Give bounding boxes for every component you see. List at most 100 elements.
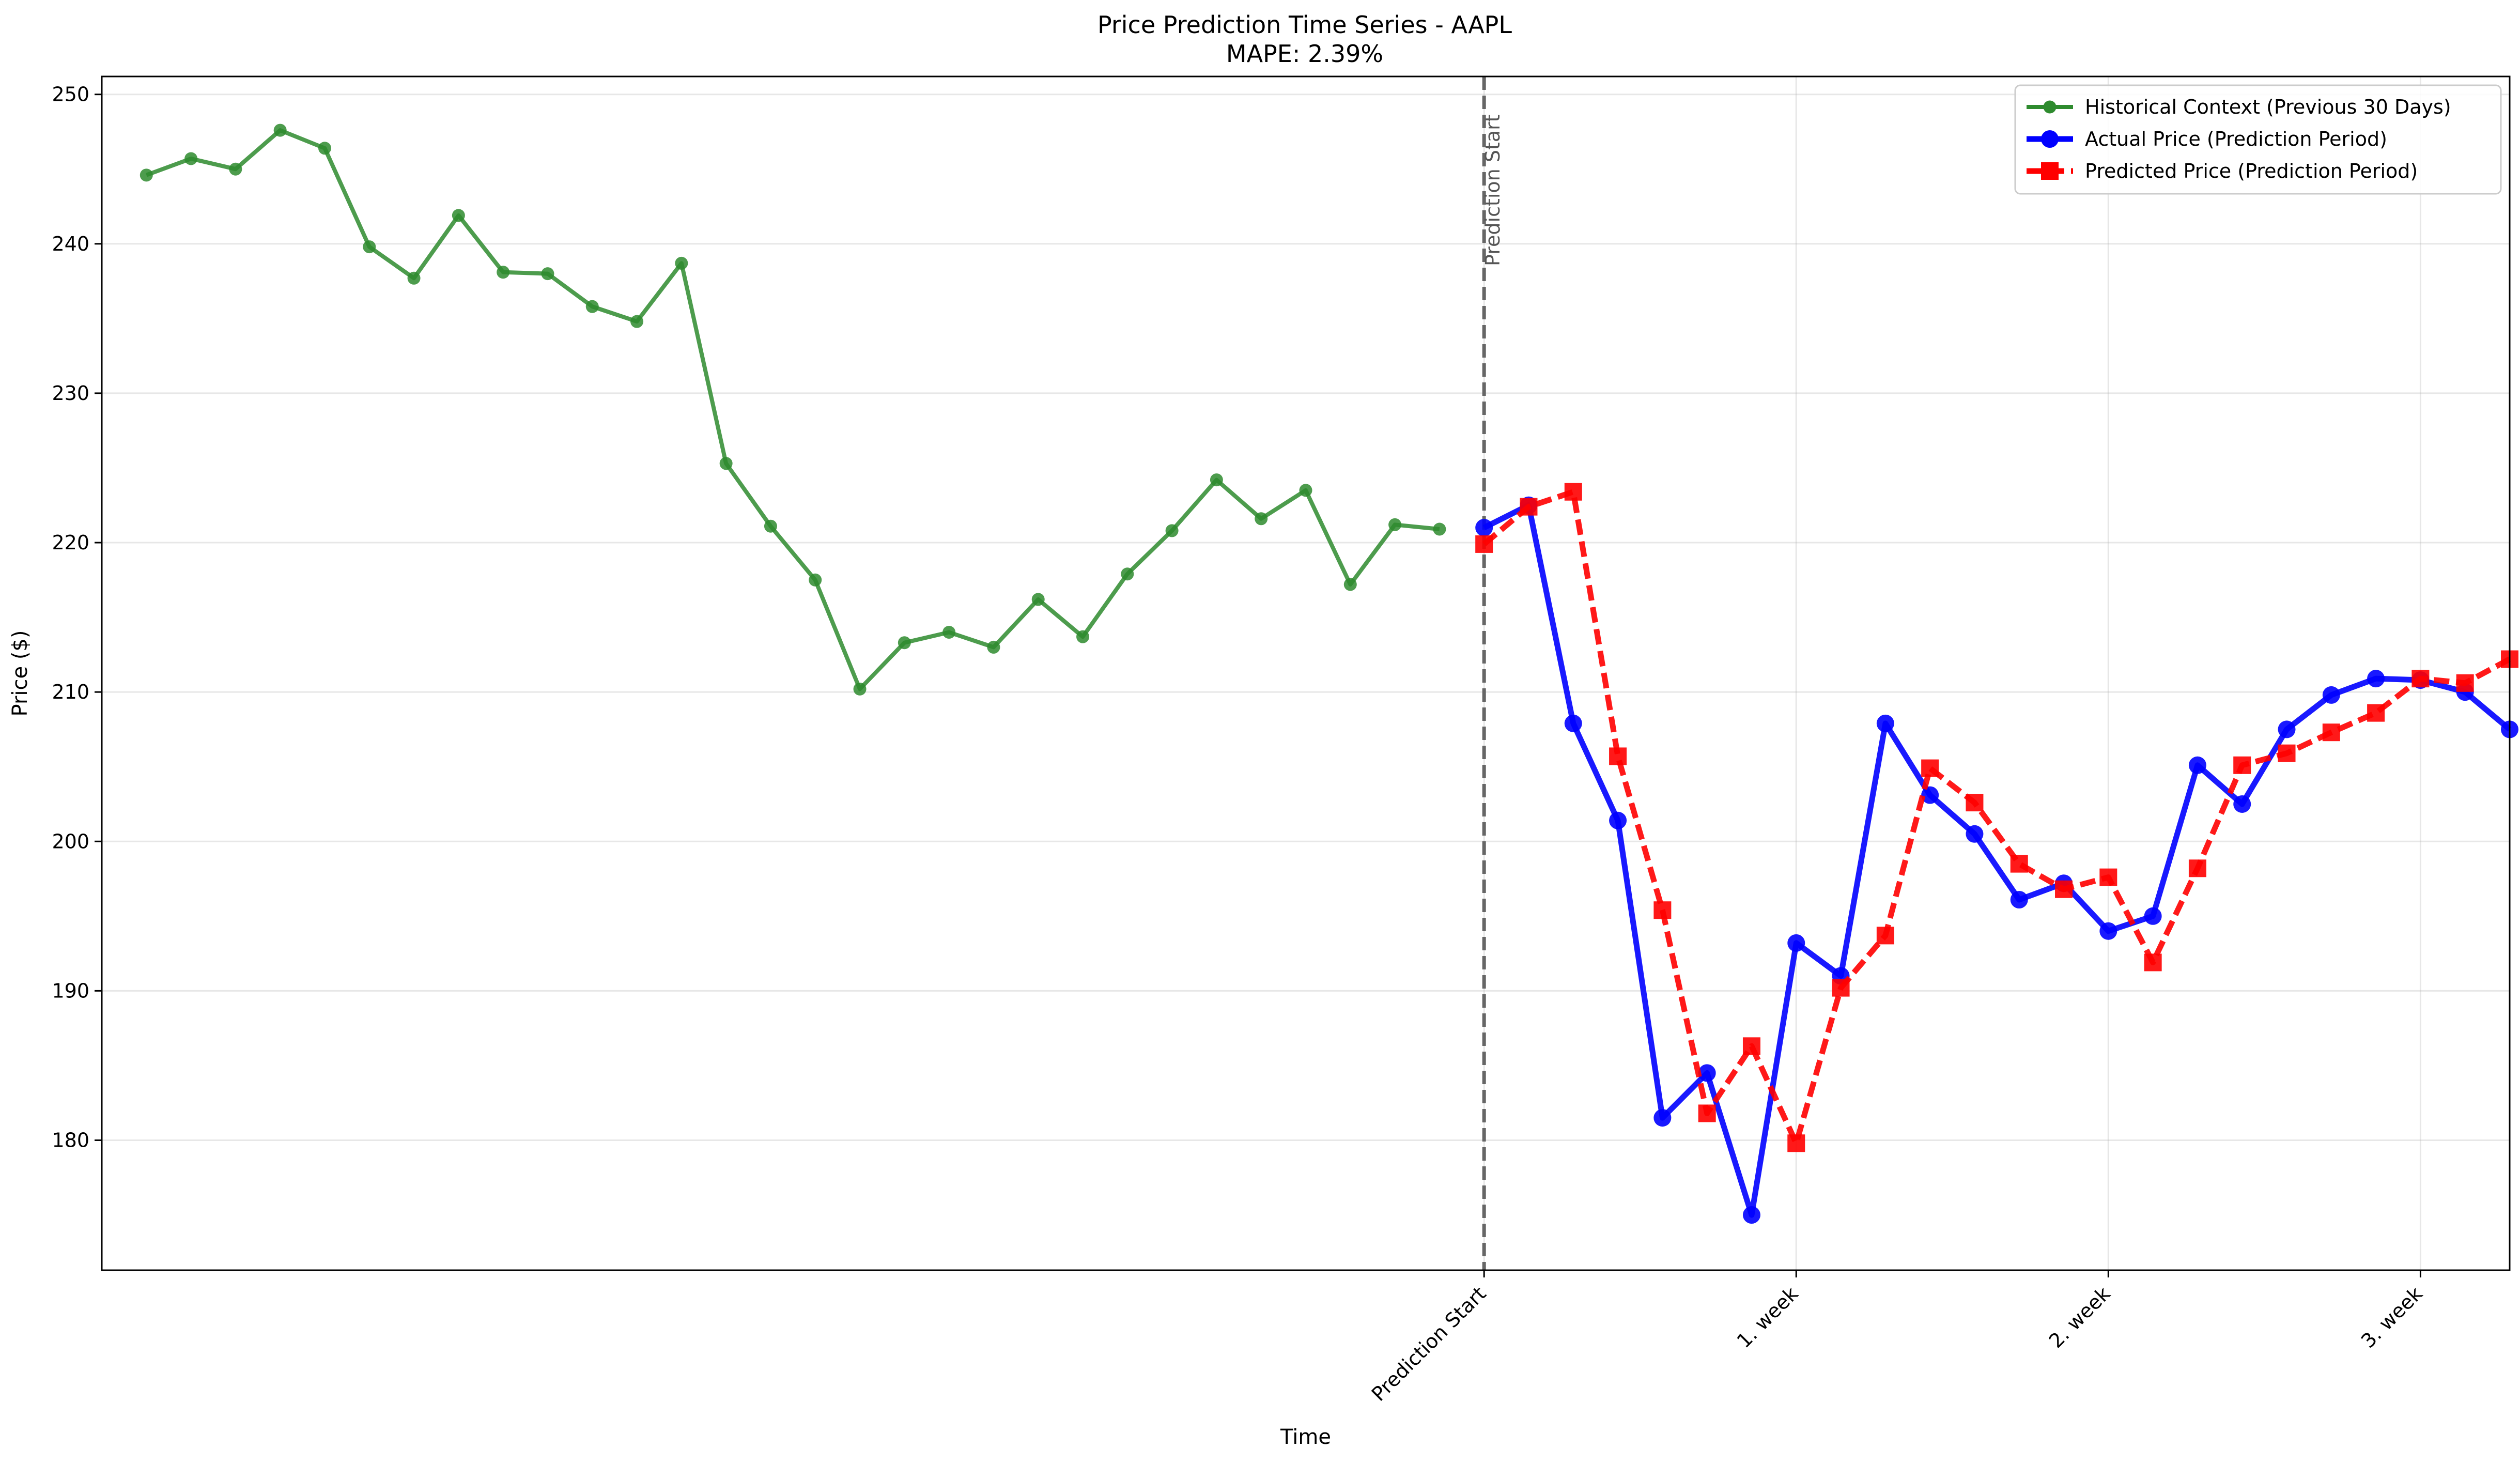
data-point [2322, 723, 2340, 742]
data-point [853, 682, 867, 696]
data-point [2367, 670, 2385, 688]
data-point [1475, 535, 1493, 553]
data-point [1388, 518, 1402, 531]
data-point [1876, 714, 1894, 732]
data-point [1255, 512, 1268, 526]
y-tick-label: 230 [52, 382, 89, 405]
data-point [2278, 744, 2296, 762]
data-point [2233, 756, 2251, 774]
y-tick-label: 190 [52, 979, 89, 1002]
y-tick-label: 220 [52, 531, 89, 554]
series-1 [140, 124, 1446, 696]
data-point [1121, 567, 1134, 581]
data-point [1742, 1037, 1760, 1055]
data-point [1787, 934, 1805, 952]
y-tick-label: 200 [52, 830, 89, 853]
data-point [318, 142, 331, 155]
prediction-start-marker: Prediction Start [1481, 76, 1504, 1270]
data-point [452, 209, 465, 222]
data-point [2144, 953, 2162, 972]
data-point [2188, 859, 2206, 877]
chart-title: Price Prediction Time Series - AAPL [1097, 11, 1512, 39]
data-point [1564, 483, 1582, 501]
data-point [2144, 907, 2162, 925]
data-point [2278, 720, 2296, 738]
series-line [145, 128, 1440, 691]
legend-label: Predicted Price (Prediction Period) [2085, 160, 2418, 182]
data-point [2411, 670, 2430, 688]
y-tick-label: 250 [52, 83, 89, 106]
data-point [1343, 578, 1357, 591]
data-point [2099, 922, 2117, 940]
data-point [1520, 498, 1538, 516]
legend-marker [2041, 162, 2059, 180]
data-point [585, 300, 599, 313]
data-point [1475, 519, 1493, 537]
legend-box [2014, 84, 2502, 195]
grid [102, 76, 2510, 1270]
data-point [1787, 1134, 1805, 1152]
data-point [1653, 901, 1672, 919]
data-point [2456, 674, 2474, 692]
data-point [719, 457, 733, 470]
y-tick-label: 180 [52, 1129, 89, 1151]
x-axis-label: Time [1280, 1425, 1331, 1449]
data-point [2233, 795, 2251, 813]
data-point [1832, 979, 1850, 997]
data-point [2188, 756, 2206, 774]
data-point [184, 152, 198, 165]
data-point [1966, 794, 1984, 812]
prediction-start-annotation: Prediction Start [1481, 114, 1504, 266]
y-tick-label: 210 [52, 681, 89, 703]
legend-item: Predicted Price (Prediction Period) [2027, 160, 2418, 182]
data-point [1742, 1206, 1760, 1224]
data-point [675, 256, 688, 270]
legend-label: Actual Price (Prediction Period) [2085, 128, 2387, 150]
y-axis: 180 190 200 210 220 230 240 250 [52, 83, 102, 1151]
data-point [1966, 825, 1984, 843]
data-point [1921, 786, 1939, 804]
data-point [363, 240, 376, 254]
data-point [898, 636, 911, 650]
data-point [1921, 759, 1939, 777]
legend-marker [2041, 130, 2059, 148]
data-point [541, 267, 554, 281]
data-point [987, 640, 1000, 654]
plot-frame [101, 75, 2511, 1271]
data-point [1076, 630, 1090, 643]
legend-label: Historical Context (Previous 30 Days) [2085, 96, 2451, 118]
data-point [229, 162, 242, 176]
data-point [2099, 868, 2117, 886]
data-point [1433, 522, 1446, 536]
data-point [273, 124, 287, 137]
data-point [1210, 473, 1223, 487]
data-point [942, 625, 956, 639]
legend-item: Actual Price (Prediction Period) [2027, 128, 2387, 150]
data-point [140, 168, 153, 182]
data-point [1165, 524, 1179, 537]
data-point [1698, 1064, 1716, 1082]
y-axis-label: Price ($) [8, 630, 32, 717]
data-point [809, 573, 822, 587]
data-point [407, 271, 421, 285]
data-point [497, 266, 510, 279]
series-3 [1475, 483, 2518, 1152]
data-point [764, 519, 777, 533]
data-point [2322, 686, 2340, 704]
y-tick-label: 240 [52, 233, 89, 255]
data-point [1876, 927, 1894, 945]
legend: Historical Context (Previous 30 Days) Act… [2014, 84, 2502, 195]
data-point [1564, 714, 1582, 732]
data-point [630, 315, 644, 328]
data-point [1609, 811, 1627, 829]
data-point [1609, 747, 1627, 765]
data-point [1698, 1104, 1716, 1122]
data-point [1031, 593, 1045, 606]
data-point [1299, 484, 1312, 497]
data-point [2367, 704, 2385, 722]
data-point [2055, 880, 2073, 898]
data-point [2010, 855, 2028, 873]
data-point [1653, 1109, 1672, 1127]
